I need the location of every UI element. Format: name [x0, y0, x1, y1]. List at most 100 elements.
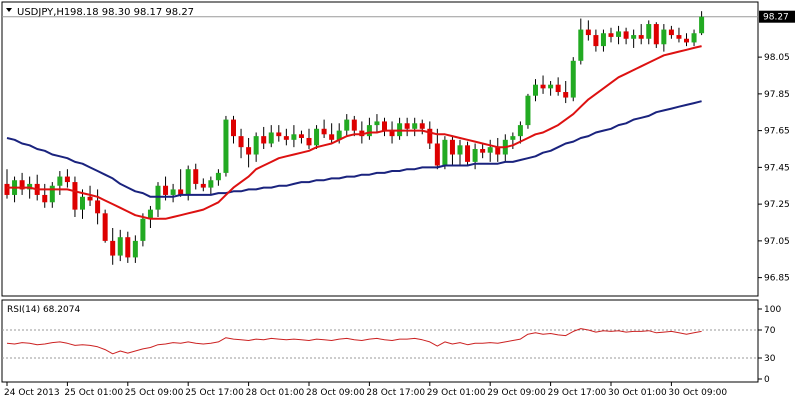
- candle-up: [253, 136, 259, 155]
- rsi-tick-label: 30: [764, 354, 776, 364]
- collapse-arrow-icon[interactable]: [6, 8, 12, 12]
- candle-down: [178, 189, 184, 195]
- candle-up: [140, 218, 146, 241]
- candle-up: [49, 185, 55, 203]
- candle-up: [600, 33, 606, 47]
- time-tick-label: 30 Oct 09:00: [668, 388, 727, 398]
- price-panel-frame: [1, 1, 759, 297]
- candle-up: [487, 147, 493, 153]
- candle-up: [314, 128, 320, 146]
- candle-down: [389, 130, 395, 137]
- candle-down: [261, 136, 267, 144]
- candle-up: [291, 134, 297, 140]
- candle-down: [434, 143, 440, 166]
- candle-up: [525, 95, 531, 126]
- candle-down: [449, 139, 455, 155]
- candle-up: [366, 125, 372, 137]
- candle-up: [442, 139, 448, 166]
- time-tick-label: 29 Oct 01:00: [427, 388, 486, 398]
- candle-down: [329, 134, 335, 140]
- candle-down: [231, 119, 236, 137]
- candle-down: [276, 132, 282, 137]
- candle-up: [336, 130, 342, 140]
- time-tick-label: 28 Oct 17:00: [366, 388, 425, 398]
- time-tick-label: 29 Oct 09:00: [487, 388, 546, 398]
- candle-down: [298, 134, 304, 138]
- candle-up: [646, 24, 652, 39]
- current-price-value: 98.27: [763, 13, 789, 23]
- candle-up: [215, 172, 221, 181]
- price-tick-label: 97.25: [764, 200, 790, 210]
- candle-up: [631, 35, 637, 39]
- time-tick-label: 25 Oct 09:00: [125, 388, 184, 398]
- candle-up: [457, 145, 463, 155]
- current-price-tag: [759, 10, 795, 23]
- time-tick-label: 28 Oct 01:00: [246, 388, 305, 398]
- candle-down: [465, 145, 471, 162]
- price-tick-label: 97.85: [764, 90, 790, 100]
- candle-down: [125, 237, 131, 258]
- candle-up: [268, 132, 274, 144]
- candle-up: [533, 84, 538, 96]
- candle-down: [563, 92, 569, 98]
- candle-down: [382, 121, 387, 131]
- candle-down: [4, 183, 10, 195]
- candle-down: [42, 194, 48, 203]
- candle-up: [578, 29, 584, 61]
- candle-up: [344, 119, 350, 131]
- candle-down: [653, 24, 659, 45]
- candle-down: [480, 149, 486, 153]
- candle-down: [200, 183, 206, 188]
- candle-up: [517, 125, 523, 137]
- candle-up: [223, 119, 229, 173]
- time-tick-label: 25 Oct 01:00: [64, 388, 123, 398]
- rsi-tick-label: 70: [764, 326, 776, 336]
- candle-up: [57, 176, 63, 186]
- candle-down: [193, 169, 199, 184]
- time-tick-label: 29 Oct 17:00: [548, 388, 607, 398]
- candle-down: [283, 136, 289, 140]
- candle-down: [419, 123, 425, 129]
- candle-down: [404, 123, 410, 129]
- candle-up: [699, 16, 705, 34]
- candle-up: [548, 84, 554, 89]
- candle-down: [246, 147, 252, 155]
- candle-up: [208, 180, 214, 188]
- rsi-tick-label: 100: [764, 305, 781, 315]
- candle-up: [132, 240, 138, 258]
- candle-up: [691, 33, 697, 43]
- candle-down: [668, 29, 674, 36]
- time-tick-label: 28 Oct 09:00: [306, 388, 365, 398]
- candle-down: [593, 35, 599, 47]
- candle-down: [163, 185, 169, 195]
- price-tick-label: 98.05: [764, 53, 790, 63]
- candle-down: [306, 137, 312, 146]
- candle-down: [540, 84, 546, 89]
- candle-up: [570, 60, 576, 98]
- ma-fast-line: [7, 45, 702, 220]
- candle-down: [585, 29, 591, 36]
- candle-down: [238, 136, 244, 148]
- ohlc-label: 98.18 98.30 98.17 98.27: [70, 7, 194, 18]
- candle-up: [412, 123, 418, 129]
- candle-down: [684, 38, 689, 43]
- symbol-label: USDJPY,H1: [17, 7, 70, 18]
- candle-down: [19, 180, 25, 190]
- price-tick-label: 97.45: [764, 163, 790, 173]
- candle-down: [623, 31, 629, 39]
- candle-down: [72, 182, 78, 210]
- rsi-panel-frame: [1, 299, 759, 383]
- price-tick-label: 97.05: [764, 237, 790, 247]
- candle-up: [117, 237, 123, 256]
- candle-down: [87, 196, 93, 201]
- candle-up: [170, 189, 176, 195]
- candle-down: [427, 128, 433, 144]
- time-tick-label: 30 Oct 01:00: [608, 388, 667, 398]
- candle-down: [638, 35, 644, 39]
- time-tick-label: 24 Oct 2013: [4, 388, 60, 398]
- candle-down: [676, 35, 682, 39]
- candle-up: [510, 136, 516, 140]
- candle-down: [608, 33, 614, 37]
- candle-up: [374, 121, 380, 126]
